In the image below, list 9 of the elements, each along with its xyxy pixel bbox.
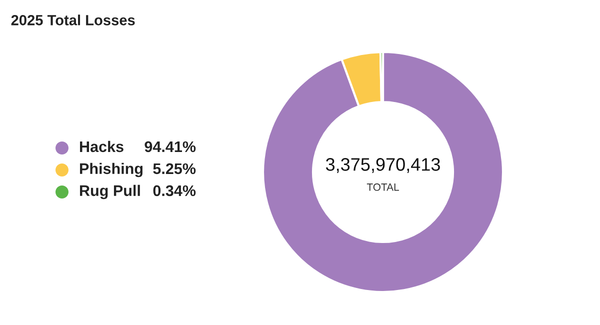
chart-title: 2025 Total Losses <box>11 14 135 26</box>
data-label: 5.25% <box>153 163 196 174</box>
data-label: 94.41% <box>144 141 196 152</box>
legend-label: Rug Pull <box>80 184 140 200</box>
text: 3,375,970,413 <box>326 158 440 173</box>
data-label: 0.34% <box>153 185 196 196</box>
legend-label: Phishing <box>80 162 142 178</box>
legend-label: Hacks <box>80 140 124 152</box>
text: TOTAL <box>366 183 399 191</box>
